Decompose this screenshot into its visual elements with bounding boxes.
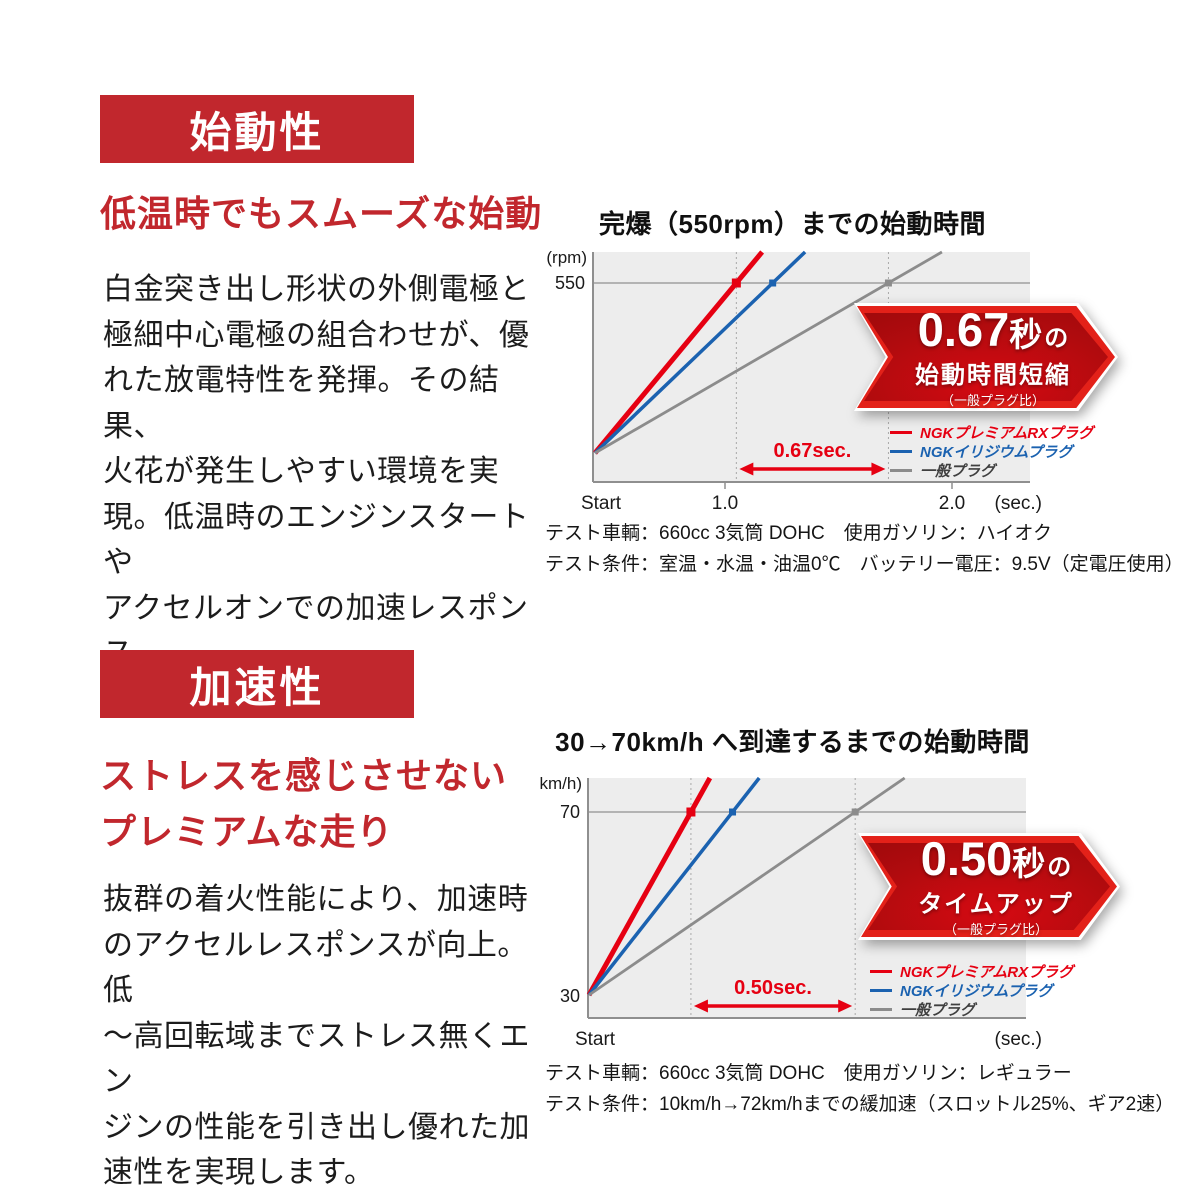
legend-dash-icon	[870, 1007, 892, 1012]
svg-text:0.67sec.: 0.67sec.	[773, 440, 851, 462]
svg-text:550: 550	[555, 273, 585, 293]
svg-text:(sec.): (sec.)	[995, 493, 1043, 514]
test-conditions-startability: テスト車輌：660cc 3気筒 DOHC 使用ガソリン：ハイオク テスト条件：室…	[545, 523, 1184, 575]
legend-dash-icon	[870, 988, 892, 993]
callout-value: 0.67	[917, 302, 1010, 356]
legend-item: NGKプレミアムRXプラグ	[890, 423, 1093, 442]
section-badge-startability: 始動性	[100, 95, 414, 163]
callout-fill	[868, 843, 1110, 930]
legend-label: NGKプレミアムRXプラグ	[920, 425, 1094, 442]
callout-unit: 秒	[1009, 315, 1043, 353]
svg-text:(rpm): (rpm)	[546, 248, 587, 267]
section-heading-startability: 低温時でもスムーズな始動	[100, 193, 543, 234]
legend-label: NGKプレミアムRXプラグ	[900, 964, 1074, 981]
svg-text:1.0: 1.0	[712, 493, 738, 514]
callout-value-line: 0.67 秒 の	[917, 302, 1069, 362]
callout-acceleration: 0.50 秒 の タイムアップ （一般プラグ比）	[858, 833, 1120, 940]
svg-text:70: 70	[560, 802, 580, 822]
svg-text:2.0: 2.0	[939, 493, 965, 514]
callout-text: 0.50 秒 の タイムアップ （一般プラグ比）	[878, 835, 1114, 937]
callout-benefit: タイムアップ	[918, 891, 1074, 918]
legend-label: NGKイリジウムプラグ	[900, 983, 1053, 1000]
legend-item: 一般プラグ	[890, 461, 1093, 480]
legend-label: NGKイリジウムプラグ	[920, 444, 1073, 461]
legend-startability: NGKプレミアムRXプラグ NGKイリジウムプラグ 一般プラグ	[890, 423, 1093, 480]
legend-acceleration: NGKプレミアムRXプラグ NGKイリジウムプラグ 一般プラグ	[870, 962, 1073, 1019]
legend-label: 一般プラグ	[900, 1002, 976, 1019]
legend-item: NGKイリジウムプラグ	[870, 981, 1073, 1000]
svg-text:30: 30	[560, 986, 580, 1006]
callout-note: （一般プラグ比）	[940, 392, 1045, 408]
callout-value-line: 0.50 秒 の	[920, 832, 1072, 891]
callout-fill	[864, 313, 1108, 401]
legend-dash-icon	[890, 449, 912, 454]
callout-benefit: 始動時間短縮	[915, 361, 1071, 389]
callout-particle: の	[1047, 854, 1072, 881]
svg-text:(km/h): (km/h)	[540, 774, 582, 793]
legend-dash-icon	[890, 430, 912, 435]
section-heading-acceleration: ストレスを感じさせない プレミアムな走り	[100, 755, 508, 852]
callout-startability: 0.67 秒 の 始動時間短縮 （一般プラグ比）	[854, 303, 1118, 411]
test-conditions-acceleration: テスト車輌：660cc 3気筒 DOHC 使用ガソリン：レギュラー テスト条件：…	[545, 1063, 1175, 1115]
chart-title-acceleration: 30→70km/h へ到達するまでの始動時間	[555, 727, 1030, 757]
chart-title-startability: 完爆（550rpm）までの始動時間	[599, 209, 986, 239]
legend-item: NGKプレミアムRXプラグ	[870, 962, 1073, 981]
legend-item: NGKイリジウムプラグ	[890, 442, 1093, 461]
legend-item: 一般プラグ	[870, 1000, 1073, 1019]
svg-text:(sec.): (sec.)	[995, 1029, 1043, 1050]
callout-particle: の	[1044, 324, 1069, 352]
legend-dash-icon	[870, 969, 892, 974]
callout-unit: 秒	[1012, 845, 1046, 882]
section-body-acceleration: 抜群の着火性能により、加速時 のアクセルレスポンスが向上。低 ～高回転域までスト…	[103, 883, 530, 1189]
section-badge-acceleration: 加速性	[100, 650, 414, 718]
legend-label: 一般プラグ	[920, 463, 996, 480]
svg-text:Start: Start	[581, 493, 622, 514]
callout-text: 0.67 秒 の 始動時間短縮 （一般プラグ比）	[874, 306, 1112, 408]
callout-value: 0.50	[920, 832, 1013, 885]
svg-text:Start: Start	[575, 1029, 616, 1050]
callout-note: （一般プラグ比）	[943, 922, 1048, 937]
svg-text:0.50sec.: 0.50sec.	[734, 977, 812, 999]
legend-dash-icon	[890, 468, 912, 473]
